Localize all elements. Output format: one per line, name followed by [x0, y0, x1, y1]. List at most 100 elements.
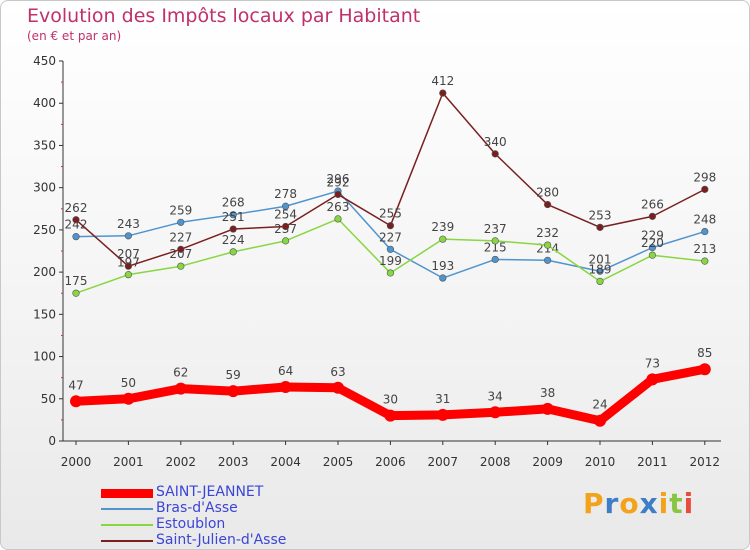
data-label: 24 — [592, 398, 607, 412]
data-label: 47 — [68, 378, 83, 392]
data-point — [701, 185, 709, 193]
data-point — [334, 215, 342, 223]
data-point — [436, 408, 449, 421]
legend-swatch — [101, 540, 153, 542]
data-label: 298 — [693, 170, 716, 184]
data-point — [122, 392, 135, 405]
legend-label: Bras-d'Asse — [156, 500, 238, 516]
data-point — [543, 256, 552, 264]
data-point — [72, 216, 80, 224]
data-label: 63 — [330, 365, 345, 379]
data-label: 268 — [222, 196, 245, 210]
data-label: 243 — [117, 217, 140, 231]
data-point — [177, 262, 185, 270]
data-point — [648, 244, 657, 252]
data-label: 280 — [536, 186, 559, 200]
data-label: 193 — [431, 259, 454, 273]
data-label: 220 — [641, 236, 664, 250]
data-label: 263 — [327, 200, 350, 214]
data-label: 38 — [540, 386, 555, 400]
data-point — [543, 200, 552, 209]
data-point — [70, 395, 82, 408]
data-point — [596, 267, 604, 275]
x-tick-label: 2000 — [61, 455, 92, 469]
data-label: 50 — [121, 376, 136, 390]
data-point — [386, 222, 395, 230]
data-point — [541, 402, 554, 415]
legend-label: SAINT-JEANNET — [156, 484, 264, 500]
data-label: 251 — [222, 210, 245, 224]
data-label: 412 — [431, 74, 454, 88]
x-tick-label: 2004 — [270, 455, 301, 469]
legend-swatch — [101, 508, 153, 510]
data-label: 340 — [484, 135, 507, 149]
data-label: 292 — [327, 175, 350, 189]
data-point — [124, 262, 132, 270]
data-label: 224 — [222, 233, 245, 247]
data-label: 207 — [117, 247, 140, 261]
logo-letter: t — [669, 487, 684, 520]
y-tick-label: 300 — [33, 181, 56, 195]
chart-subtitle: (en € et par an) — [27, 29, 122, 43]
data-point — [229, 211, 237, 219]
data-point — [646, 373, 659, 386]
logo-letter: i — [683, 487, 695, 520]
data-point — [227, 385, 240, 398]
data-label: 85 — [697, 346, 712, 360]
legend-swatch — [101, 524, 153, 526]
y-tick-label: 400 — [33, 96, 56, 110]
data-label: 296 — [327, 172, 350, 186]
data-point — [491, 255, 499, 264]
data-point — [648, 251, 657, 259]
y-tick-label: 200 — [33, 265, 56, 279]
data-point — [596, 277, 604, 286]
data-label: 201 — [589, 252, 612, 266]
data-point — [177, 218, 185, 226]
x-tick-label: 2009 — [532, 455, 563, 469]
data-point — [439, 274, 447, 282]
data-label: 31 — [435, 392, 450, 406]
data-label: 189 — [589, 262, 612, 276]
y-tick-label: 50 — [41, 392, 56, 406]
y-tick-label: 0 — [48, 434, 56, 448]
data-label: 259 — [169, 203, 192, 217]
data-label: 266 — [641, 197, 664, 211]
data-point — [229, 225, 237, 233]
data-point — [72, 289, 80, 297]
data-label: 175 — [65, 274, 88, 288]
logo-letter: P — [583, 487, 605, 520]
data-label: 229 — [641, 229, 664, 243]
y-tick-label: 150 — [33, 307, 56, 321]
data-label: 34 — [488, 389, 503, 403]
data-label: 237 — [484, 222, 507, 236]
data-label: 199 — [379, 254, 402, 268]
data-label: 59 — [226, 368, 241, 382]
data-point — [124, 232, 132, 240]
logo-letter: o — [619, 487, 640, 520]
x-tick-label: 2010 — [585, 455, 616, 469]
data-point — [491, 237, 499, 245]
x-tick-label: 2005 — [323, 455, 354, 469]
data-point — [334, 190, 342, 199]
data-point — [386, 245, 395, 253]
y-tick-label: 250 — [33, 223, 56, 237]
data-label: 255 — [379, 207, 402, 221]
data-point — [489, 406, 502, 419]
data-point — [698, 363, 711, 376]
data-point — [701, 227, 709, 236]
data-point — [491, 150, 499, 158]
data-point — [384, 409, 397, 422]
proxiti-logo: Proxiti — [583, 487, 694, 520]
data-label: 62 — [173, 366, 188, 380]
chart-title: Evolution des Impôts locaux par Habitant — [27, 5, 421, 27]
data-point — [174, 382, 187, 395]
legend-label: Saint-Julien-d'Asse — [156, 532, 287, 548]
data-point — [439, 235, 447, 243]
data-point — [386, 269, 395, 277]
y-tick-label: 450 — [33, 54, 56, 68]
data-label: 227 — [379, 230, 402, 244]
data-point — [72, 233, 80, 241]
data-point — [279, 380, 292, 393]
